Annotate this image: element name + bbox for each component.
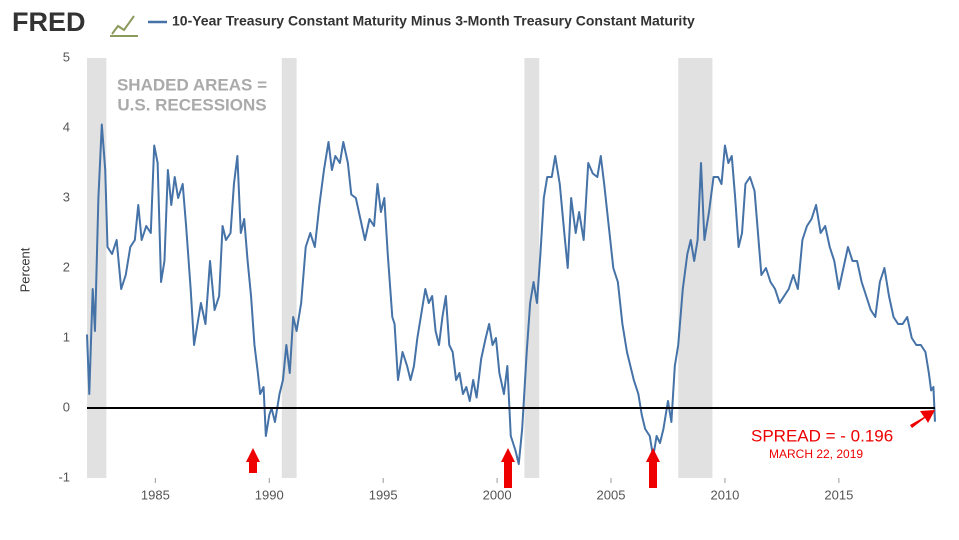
legend-label: 10-Year Treasury Constant Maturity Minus… [172,13,695,29]
y-tick-label: 4 [63,119,70,134]
x-tick-label: 2010 [710,487,739,502]
logo-icon [110,15,138,37]
x-tick-label: 1995 [369,487,398,502]
y-tick-label: 1 [63,329,70,344]
x-tick-label: 2005 [597,487,626,502]
y-tick-label: 2 [63,259,70,274]
arrow [910,410,935,428]
y-tick-label: -1 [58,469,70,484]
recession-layer [87,58,713,478]
annotation: MARCH 22, 2019 [769,447,863,461]
annotation: U.S. RECESSIONS [117,95,266,114]
recession-band [281,58,297,478]
recession-band [87,58,107,478]
logo: FRED [12,7,86,37]
x-tick-label: 2015 [824,487,853,502]
recession-band [678,58,713,478]
y-tick-label: 0 [63,399,70,414]
arrow [646,448,660,488]
annotation: SHADED AREAS = [117,75,267,94]
arrow [501,448,515,488]
arrow [246,448,260,473]
y-tick-label: 5 [63,49,70,64]
annotation: SPREAD = - 0.196 [751,426,893,445]
x-tick-label: 2000 [483,487,512,502]
y-axis-label: Percent [17,247,32,292]
arrows [246,410,935,488]
data-line [86,123,936,465]
recession-band [524,58,540,478]
x-tick-label: 1990 [255,487,284,502]
x-tick-label: 1985 [141,487,170,502]
y-tick-label: 3 [63,189,70,204]
